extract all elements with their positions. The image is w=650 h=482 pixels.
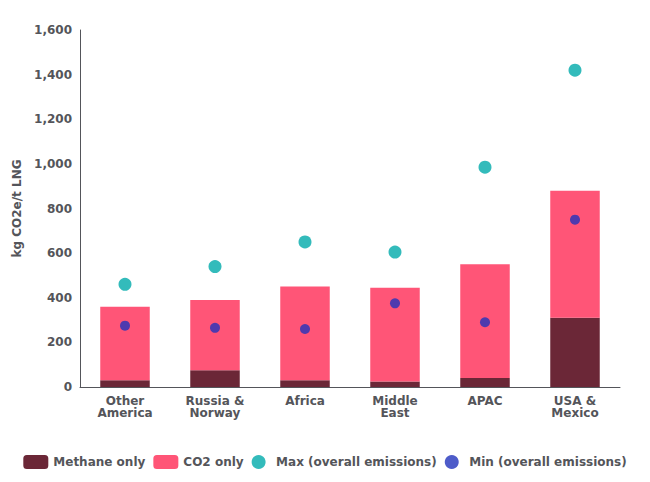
svg-text:USA &: USA & bbox=[553, 394, 597, 408]
svg-text:Other: Other bbox=[105, 394, 145, 408]
svg-text:800: 800 bbox=[47, 202, 72, 216]
svg-text:1,200: 1,200 bbox=[34, 112, 72, 126]
svg-text:America: America bbox=[97, 406, 152, 420]
svg-text:600: 600 bbox=[47, 246, 72, 260]
svg-text:1,400: 1,400 bbox=[34, 68, 72, 82]
svg-text:Africa: Africa bbox=[285, 394, 325, 408]
svg-text:200: 200 bbox=[47, 335, 72, 349]
svg-text:400: 400 bbox=[47, 291, 72, 305]
svg-text:CO2 only: CO2 only bbox=[183, 455, 243, 469]
svg-text:Max (overall emissions): Max (overall emissions) bbox=[276, 455, 437, 469]
svg-text:APAC: APAC bbox=[467, 394, 502, 408]
svg-text:1,600: 1,600 bbox=[34, 23, 72, 37]
svg-text:kg CO2e/t LNG: kg CO2e/t LNG bbox=[10, 159, 24, 257]
svg-text:0: 0 bbox=[64, 380, 72, 394]
svg-text:Norway: Norway bbox=[190, 406, 241, 420]
svg-text:East: East bbox=[380, 406, 409, 420]
svg-text:Russia &: Russia & bbox=[185, 394, 245, 408]
svg-text:Mexico: Mexico bbox=[551, 406, 598, 420]
svg-text:Min (overall emissions): Min (overall emissions) bbox=[469, 455, 626, 469]
svg-text:1,000: 1,000 bbox=[34, 157, 72, 171]
svg-text:Middle: Middle bbox=[372, 394, 418, 408]
svg-text:Methane only: Methane only bbox=[53, 455, 145, 469]
